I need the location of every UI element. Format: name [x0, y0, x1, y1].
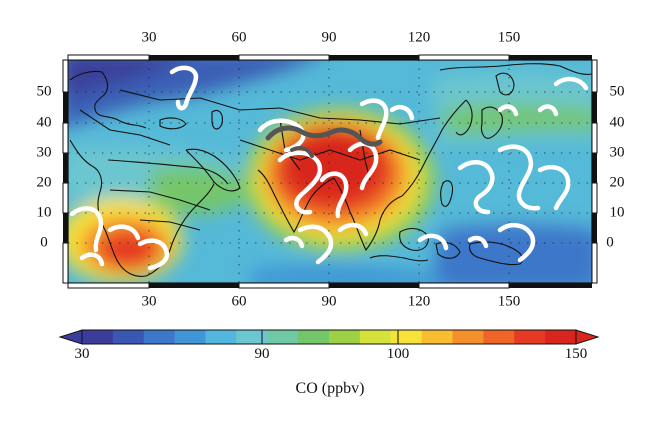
- colorbar-segment: [514, 330, 546, 344]
- lat-tick-left-30: 30: [36, 144, 52, 161]
- colorbar-min-arrow: [58, 329, 83, 345]
- lat-tick-left-40: 40: [36, 114, 52, 131]
- lat-tick-right-20: 20: [609, 174, 625, 191]
- colorbar-segment: [329, 330, 361, 344]
- lon-tick-bottom-60: 60: [231, 293, 247, 310]
- lon-tick-top-30: 30: [141, 29, 157, 46]
- lon-tick-top-120: 120: [407, 29, 431, 46]
- lon-tick-top-60: 60: [231, 29, 247, 46]
- colorbar-segment: [452, 330, 484, 344]
- colorbar-segment: [359, 330, 392, 344]
- colorbar-segment: [390, 330, 423, 344]
- lat-tick-left-20: 20: [36, 174, 52, 191]
- colorbar-title: CO (ppbv): [295, 380, 365, 397]
- lat-tick-right-50: 50: [609, 83, 625, 100]
- graticule: [68, 60, 592, 283]
- lat-tick-right-0: 0: [606, 234, 614, 251]
- white-contours: [69, 65, 589, 271]
- colorbar-frame: [81, 329, 577, 345]
- lon-tick-top-90: 90: [321, 29, 337, 46]
- plateau-contour: [265, 125, 383, 147]
- colorbar: [58, 329, 600, 345]
- colorbar-tick-100: 100: [386, 346, 410, 362]
- colorbar-segment: [143, 330, 176, 344]
- latitude-scale-bars: [62, 59, 598, 284]
- colorbar-segment: [545, 330, 577, 344]
- colorbar-tick-30: 30: [74, 346, 90, 362]
- longitude-scale-bars: [67, 54, 592, 289]
- colorbar-segment: [236, 330, 268, 344]
- lat-tick-right-10: 10: [609, 204, 625, 221]
- colorbar-segment: [205, 330, 237, 344]
- colorbar-segment: [421, 330, 453, 344]
- colorbar-segment: [112, 330, 145, 344]
- lat-tick-left-10: 10: [36, 204, 52, 221]
- colorbar-tick-150: 150: [564, 346, 588, 362]
- lat-tick-left-50: 50: [36, 83, 52, 100]
- colorbar-segment: [483, 330, 515, 344]
- colorbar-segment: [174, 330, 206, 344]
- lat-tick-left-0: 0: [40, 234, 48, 251]
- lon-tick-bottom-30: 30: [141, 293, 157, 310]
- lon-tick-bottom-120: 120: [407, 293, 431, 310]
- colorbar-tick-90: 90: [254, 346, 270, 362]
- lon-tick-top-150: 150: [497, 29, 521, 46]
- lon-tick-bottom-90: 90: [321, 293, 337, 310]
- colorbar-segment: [82, 330, 114, 344]
- colorbar-segment: [298, 330, 330, 344]
- colorbar-segment: [267, 330, 299, 344]
- lat-tick-right-30: 30: [609, 144, 625, 161]
- co-concentration-field: [68, 60, 592, 283]
- lat-tick-right-40: 40: [609, 114, 625, 131]
- colorbar-max-arrow: [575, 329, 600, 345]
- lon-tick-bottom-150: 150: [497, 293, 521, 310]
